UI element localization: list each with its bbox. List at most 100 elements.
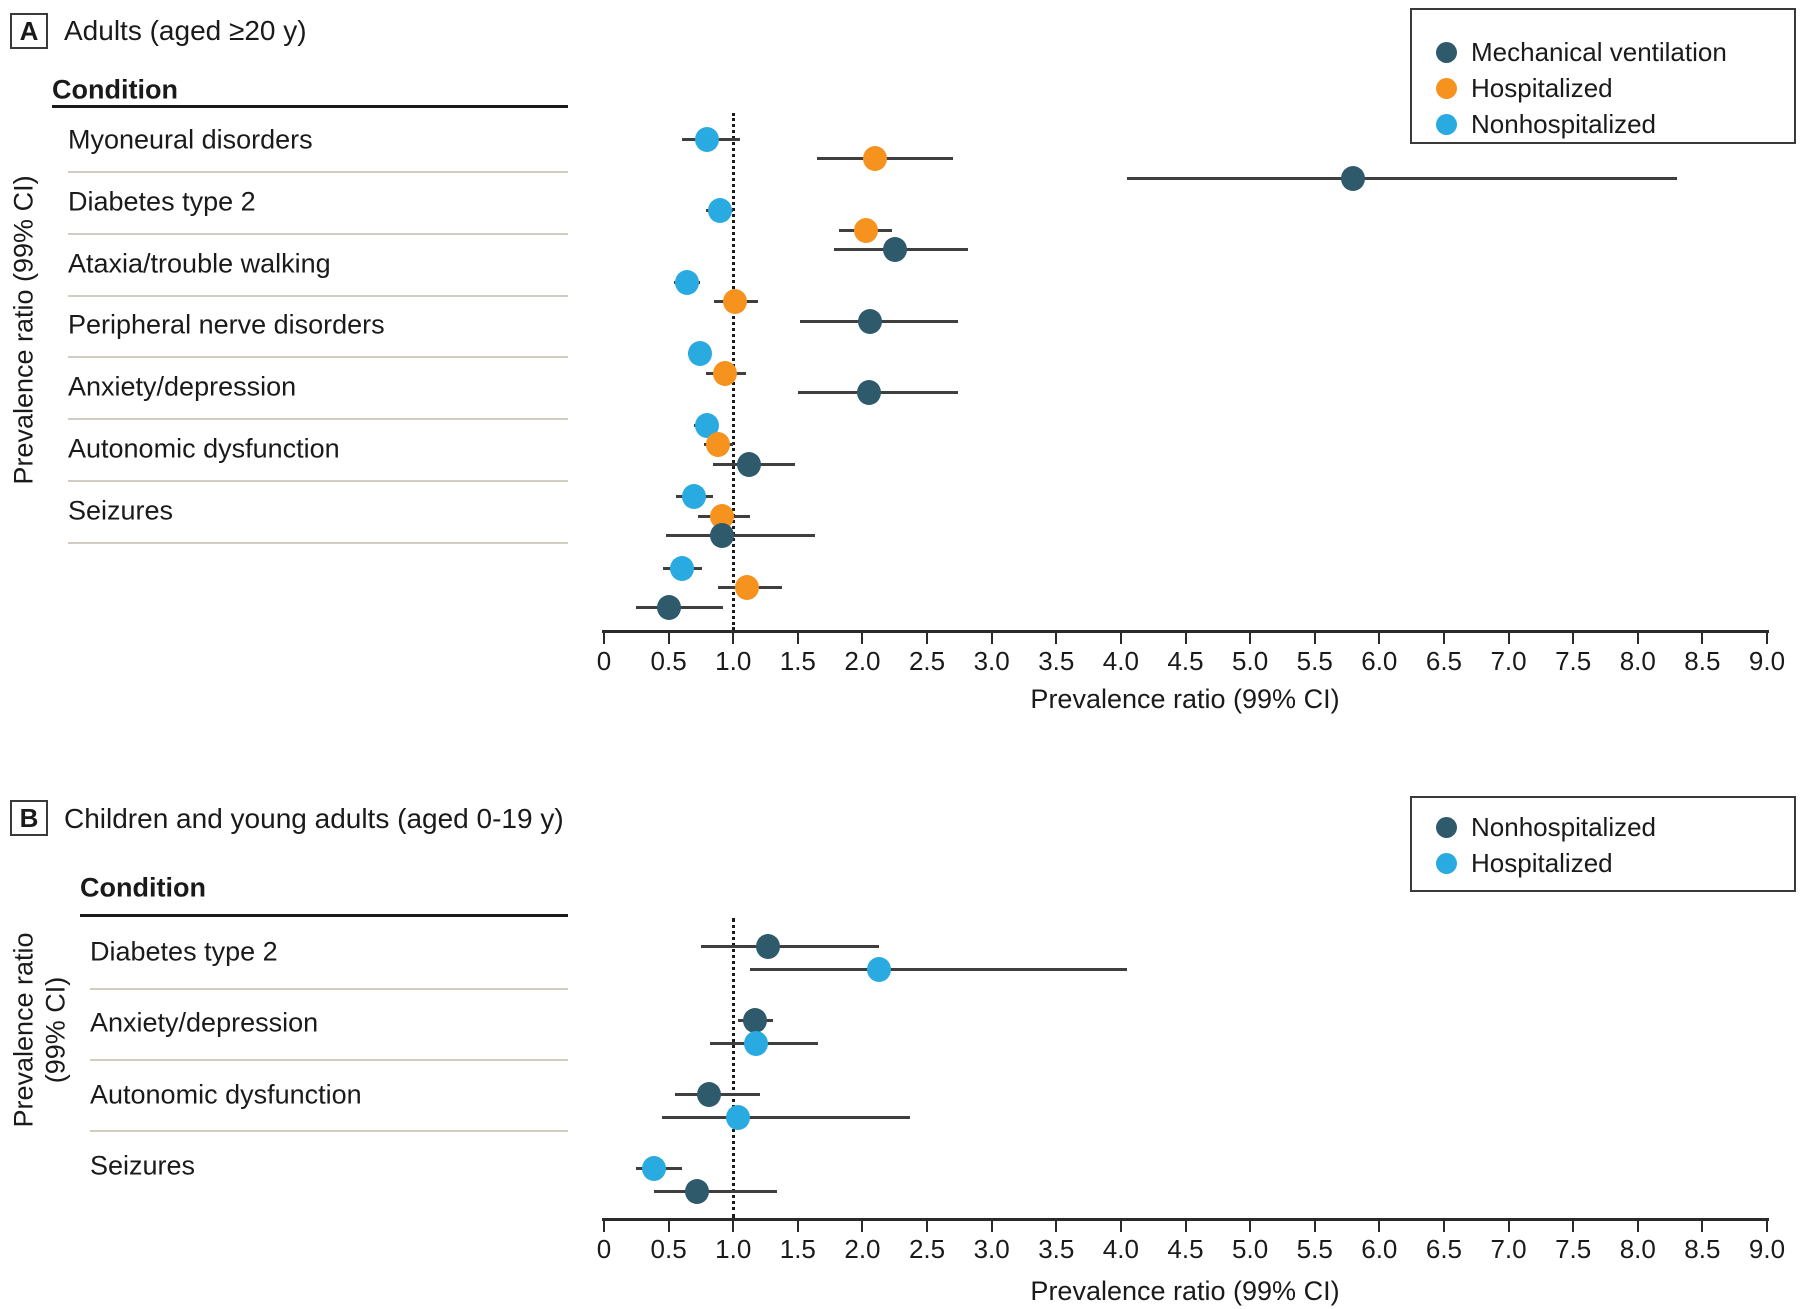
- legend-swatch-icon: [1436, 78, 1457, 99]
- x-axis-tick: [1701, 633, 1704, 644]
- ci-line: [1127, 176, 1677, 180]
- row-separator: [68, 480, 568, 482]
- legend-label: Mechanical ventilation: [1471, 37, 1727, 67]
- x-axis-tick: [1636, 633, 1639, 644]
- x-axis-tick-label: 2.0: [844, 1234, 881, 1264]
- x-axis-tick: [667, 1221, 670, 1232]
- x-axis-tick-label: 6.0: [1361, 1234, 1398, 1264]
- x-axis-tick-label: 0.5: [650, 1234, 687, 1264]
- point-mechanical-ventilation: [656, 594, 681, 620]
- condition-label: Autonomic dysfunction: [68, 433, 340, 464]
- condition-label: Diabetes type 2: [68, 186, 256, 217]
- x-axis-tick-label: 6.5: [1425, 646, 1463, 676]
- point-nonhospitalized: [682, 484, 707, 509]
- x-axis-tick: [1378, 633, 1381, 644]
- x-axis-tick: [1378, 1221, 1381, 1232]
- row-separator: [90, 1059, 568, 1061]
- x-axis-tick-label: 0: [596, 1234, 612, 1264]
- panel-b-condition-header: Condition: [80, 872, 206, 903]
- condition-label: Autonomic dysfunction: [90, 1079, 362, 1110]
- x-axis-tick-label: 2.5: [908, 646, 946, 676]
- point-nonhospitalized: [674, 269, 699, 295]
- legend-label: Nonhospitalized: [1471, 109, 1657, 139]
- point-mechanical-ventilation: [882, 237, 907, 263]
- x-axis-tick-label: 3.5: [1038, 1234, 1075, 1264]
- row-separator: [68, 233, 568, 235]
- x-axis-tick: [990, 633, 993, 644]
- legend-swatch-icon: [1436, 42, 1457, 63]
- point-hospitalized: [642, 1155, 667, 1181]
- x-axis-tick-label: 4.5: [1167, 646, 1204, 676]
- point-nonhospitalized: [756, 933, 781, 959]
- ci-line: [700, 944, 880, 948]
- x-axis-tick-label: 7.0: [1490, 646, 1527, 676]
- point-mechanical-ventilation: [1341, 165, 1366, 191]
- x-axis-tick: [603, 633, 605, 644]
- x-axis-tick: [1119, 1221, 1122, 1232]
- panel-a-condition-header: Condition: [52, 74, 178, 105]
- x-axis-tick-label: 1.5: [779, 1234, 816, 1264]
- point-nonhospitalized: [708, 198, 733, 223]
- x-axis-tick: [1184, 1221, 1187, 1232]
- x-axis-tick: [732, 633, 735, 644]
- panel-b-y-axis-label-line2: (99% CI): [40, 976, 71, 1084]
- x-axis-tick: [926, 633, 929, 644]
- condition-label: Diabetes type 2: [90, 936, 278, 967]
- x-axis-tick: [1701, 1221, 1704, 1232]
- condition-label: Ataxia/trouble walking: [68, 248, 331, 279]
- x-axis-tick-label: 7.5: [1555, 646, 1592, 676]
- legend-swatch-icon: [1436, 853, 1457, 874]
- x-axis-tick-label: 4.5: [1167, 1234, 1204, 1264]
- row-separator: [68, 356, 568, 358]
- x-axis-tick-label: 4.0: [1102, 1234, 1139, 1264]
- legend-label: Hospitalized: [1471, 848, 1613, 878]
- point-nonhospitalized: [687, 341, 712, 366]
- condition-label: Peripheral nerve disorders: [68, 309, 385, 340]
- panel-a-tag: A: [10, 13, 48, 49]
- row-separator: [68, 418, 568, 420]
- x-axis-tick-label: 5.0: [1232, 646, 1269, 676]
- x-axis-tick-label: 1.0: [715, 646, 752, 676]
- row-separator: [90, 1130, 568, 1132]
- panel-b-condition-underline: [80, 914, 568, 917]
- x-axis-tick: [1184, 633, 1187, 644]
- x-axis-tick: [1119, 633, 1122, 644]
- x-axis-tick: [1507, 1221, 1510, 1232]
- x-axis-tick-label: 8.5: [1684, 646, 1721, 676]
- x-axis-tick-label: 7.0: [1490, 1234, 1527, 1264]
- x-axis-tick-label: 7.5: [1555, 1234, 1592, 1264]
- panel-a-title: Adults (aged ≥20 y): [64, 15, 307, 46]
- x-axis-tick: [1055, 633, 1058, 644]
- x-axis-tick-label: 0: [596, 646, 612, 676]
- point-mechanical-ventilation: [856, 380, 881, 406]
- legend-item: Nonhospitalized: [1436, 812, 1656, 843]
- panel-a-x-axis-title: Prevalence ratio (99% CI): [1030, 684, 1340, 714]
- point-hospitalized: [713, 360, 738, 386]
- row-separator: [68, 295, 568, 297]
- ci-line: [662, 1115, 911, 1119]
- x-axis-tick-label: 3.5: [1038, 646, 1075, 676]
- panel-a-y-axis-label: Prevalence ratio (99% CI): [8, 175, 39, 485]
- x-axis-tick: [1313, 1221, 1316, 1232]
- point-hospitalized: [863, 146, 888, 172]
- legend-label: Hospitalized: [1471, 73, 1613, 103]
- x-axis-tick: [1313, 633, 1316, 644]
- x-axis-tick-label: 9.0: [1748, 1234, 1786, 1264]
- x-axis-tick: [990, 1221, 993, 1232]
- ci-line: [654, 1189, 778, 1193]
- legend-item: Hospitalized: [1436, 848, 1613, 879]
- panel-b-y-axis-label-line1: Prevalence ratio: [8, 932, 39, 1128]
- x-axis-tick: [1572, 1221, 1575, 1232]
- condition-label: Anxiety/depression: [68, 371, 297, 402]
- point-nonhospitalized: [695, 126, 720, 152]
- x-axis-tick: [1442, 1221, 1445, 1232]
- x-axis-tick-label: 6.0: [1361, 646, 1398, 676]
- panel-b-tag: B: [10, 800, 48, 836]
- x-axis-tick-label: 1.0: [715, 1234, 752, 1264]
- x-axis-tick: [861, 1221, 864, 1232]
- x-axis-tick: [1572, 633, 1575, 644]
- ci-line: [750, 967, 1128, 971]
- x-axis-line: [602, 1218, 1769, 1221]
- legend-item: Mechanical ventilation: [1436, 37, 1727, 68]
- point-hospitalized: [722, 289, 747, 315]
